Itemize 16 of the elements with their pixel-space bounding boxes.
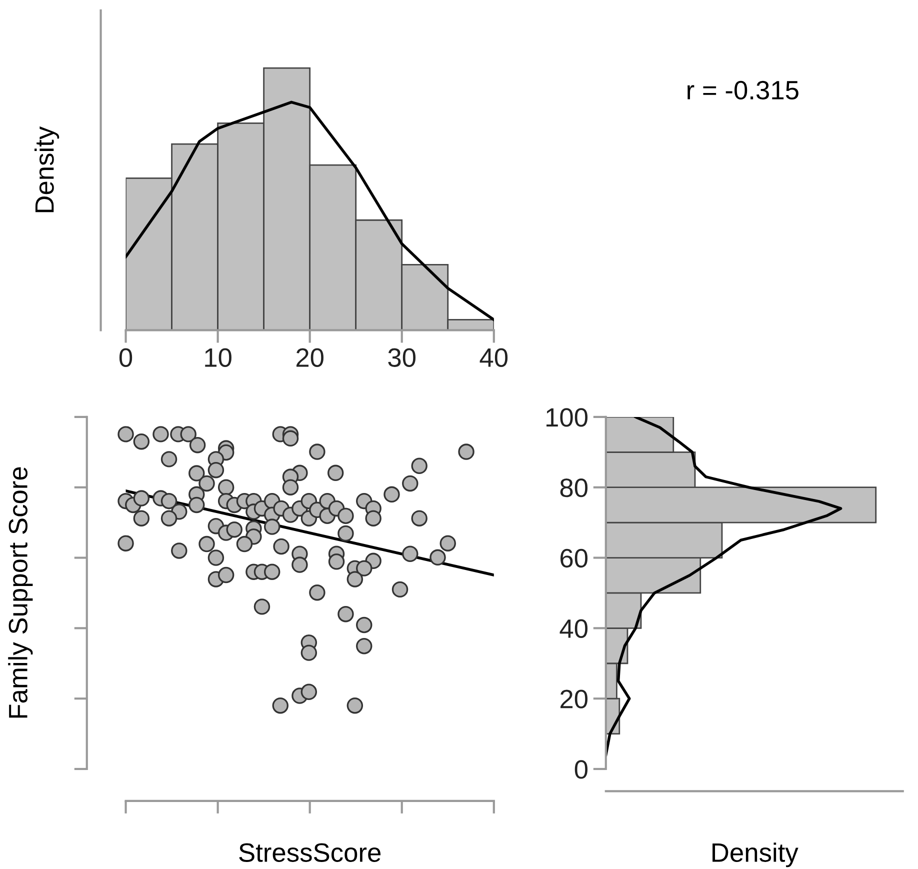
x-axis-title: Density <box>712 842 798 868</box>
y-tick-label: 20 <box>560 690 588 708</box>
y-tick-label: 0 <box>574 760 588 779</box>
x-tick-label: 40 <box>480 348 508 367</box>
y-tick-label: 40 <box>560 619 588 638</box>
y-axis-title: Density <box>34 126 60 212</box>
x-tick-label: 20 <box>296 348 324 367</box>
y-tick-label: 100 <box>546 408 588 427</box>
x-tick-label: 0 <box>119 348 132 367</box>
y-tick-label: 80 <box>560 478 588 498</box>
x-tick-label: 30 <box>388 348 416 367</box>
x-tick-label: 10 <box>205 348 232 367</box>
x-axis-title: StressScore <box>239 843 381 862</box>
y-axis-title: Family Support Score <box>8 467 33 718</box>
y-tick-label: 60 <box>560 548 588 568</box>
text: r = -0.315 <box>688 80 798 100</box>
